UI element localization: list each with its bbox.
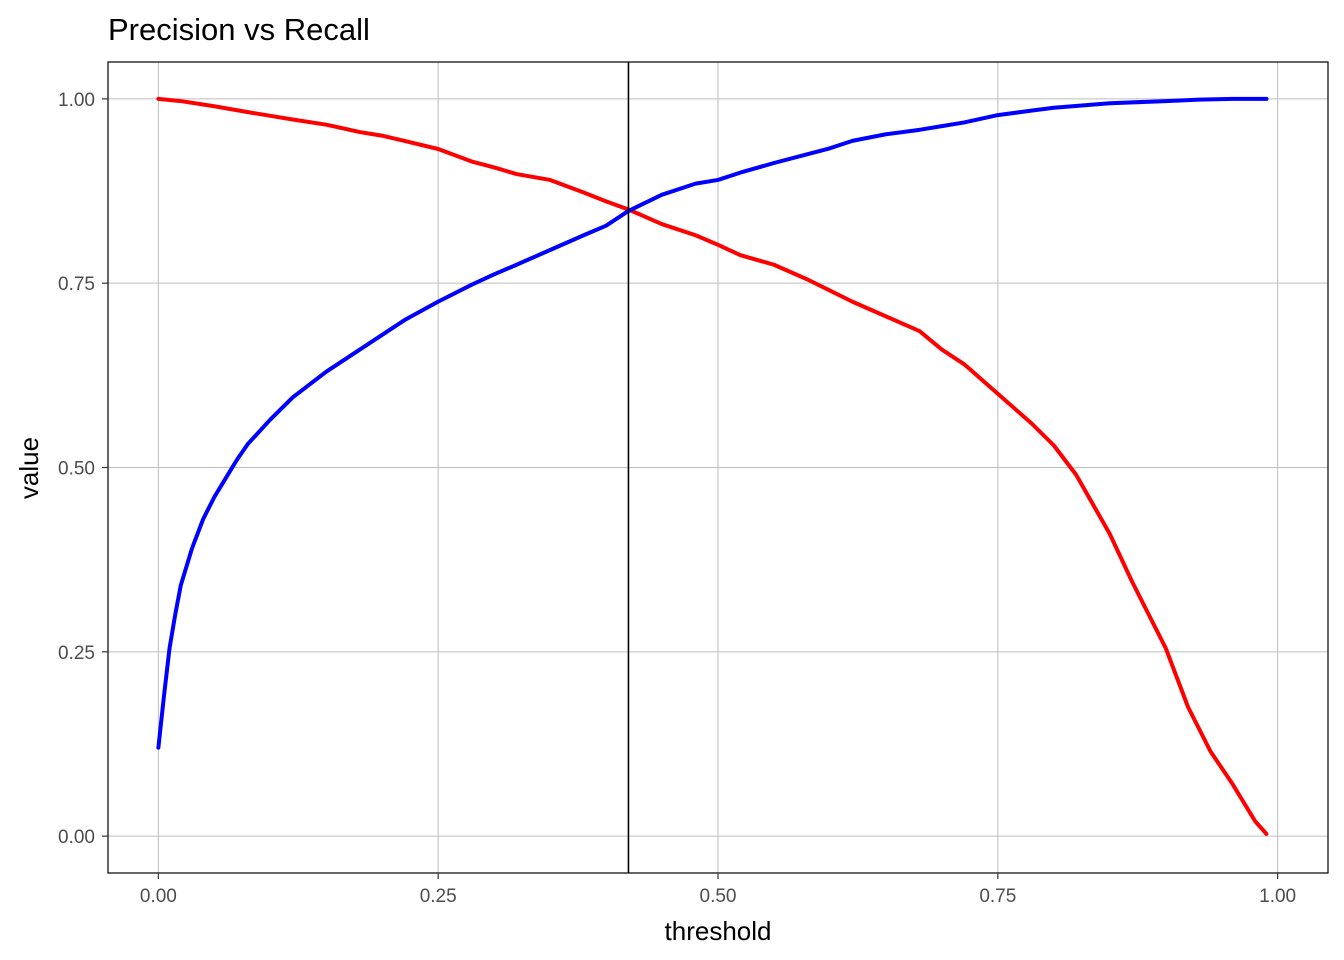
y-tick-label: 0.75	[58, 274, 95, 295]
y-tick-label: 1.00	[58, 90, 95, 111]
y-tick-label: 0.50	[58, 459, 95, 480]
y-axis-title: value	[14, 437, 44, 499]
x-axis-title: threshold	[665, 916, 772, 946]
series-layer	[156, 96, 1269, 836]
chart-title: Precision vs Recall	[108, 12, 370, 47]
y-tick-label: 0.25	[58, 643, 95, 664]
x-tick-label: 0.50	[700, 886, 737, 907]
x-tick-label: 0.00	[140, 886, 177, 907]
x-tick-label: 1.00	[1259, 886, 1296, 907]
series-line-1	[156, 96, 1269, 836]
series-line-2	[156, 96, 1269, 750]
grid-layer	[108, 62, 1328, 873]
x-axis: 0.00 0.25 0.50 0.75 1.00	[140, 873, 1296, 907]
x-tick-label: 0.75	[979, 886, 1016, 907]
x-tick-label: 0.25	[420, 886, 457, 907]
y-axis: 0.00 0.25 0.50 0.75 1.00	[58, 90, 108, 848]
y-tick-label: 0.00	[58, 827, 95, 848]
